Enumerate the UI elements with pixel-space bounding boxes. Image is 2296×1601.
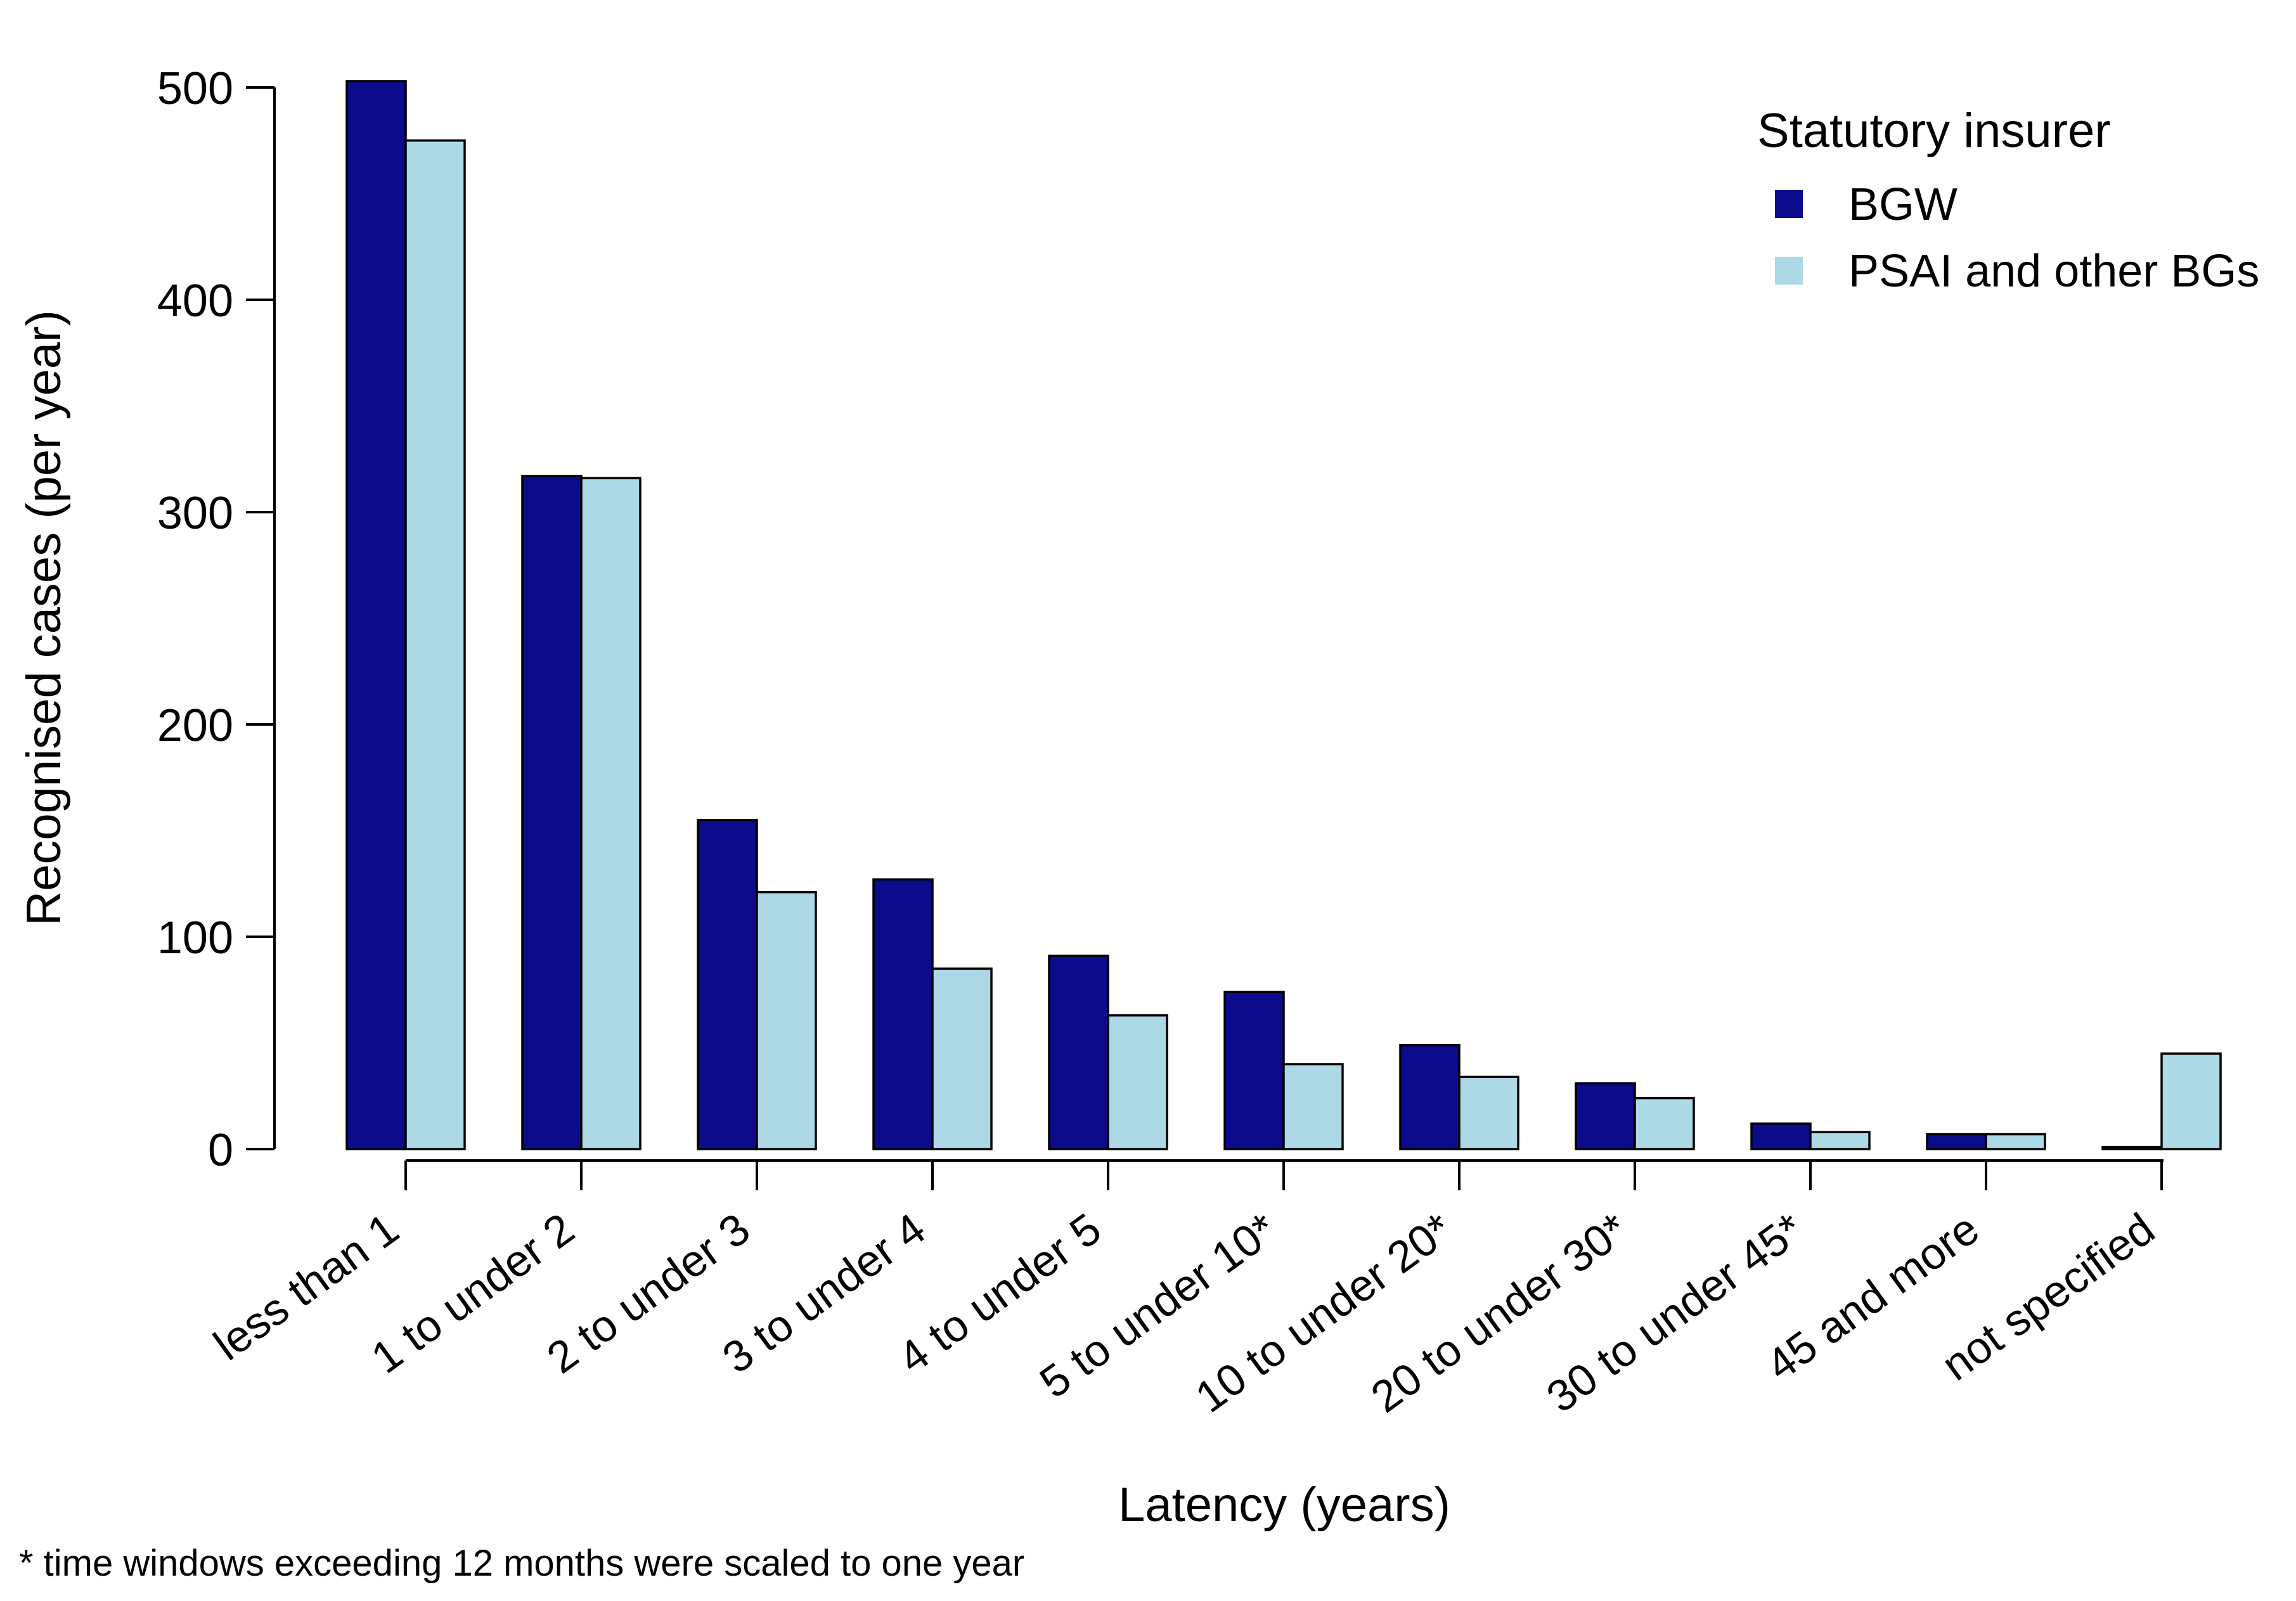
y-tick-label: 0 [208, 1125, 233, 1176]
bar-bgw-7 [1575, 1082, 1636, 1150]
bar-bgw-2 [697, 819, 758, 1150]
y-axis: 0 100 200 300 400 500 [157, 63, 276, 1176]
bar-bgw-10 [2101, 1145, 2163, 1150]
y-tick-label: 200 [157, 700, 233, 751]
bar-bgw-8 [1750, 1122, 1812, 1150]
bar-psai-5 [1282, 1063, 1344, 1150]
y-tick-label: 400 [157, 276, 233, 326]
y-tick-label: 500 [157, 63, 233, 114]
bar-bgw-3 [872, 878, 934, 1150]
bar-psai-6 [1458, 1076, 1519, 1150]
bar-psai-8 [1809, 1131, 1871, 1150]
bar-psai-10 [2160, 1052, 2222, 1150]
legend-swatch-bgw [1775, 190, 1803, 218]
bar-psai-2 [756, 891, 817, 1150]
bar-psai-0 [404, 139, 466, 1150]
y-tick-label: 300 [157, 488, 233, 539]
bar-psai-9 [1985, 1133, 2046, 1150]
bar-bgw-9 [1926, 1133, 1987, 1150]
footnote: * time windows exceeding 12 months were … [19, 1543, 1024, 1584]
bar-bgw-5 [1223, 991, 1285, 1150]
legend-title: Statutory insurer [1757, 104, 2111, 158]
legend-swatch-psai [1775, 257, 1803, 285]
bar-psai-3 [931, 967, 993, 1150]
bar-bgw-4 [1048, 955, 1109, 1150]
legend-label-psai: PSAI and other BGs [1848, 246, 2259, 297]
y-tick-label: 100 [157, 913, 233, 963]
bars [345, 80, 2222, 1150]
bar-psai-4 [1107, 1014, 1168, 1150]
bar-psai-7 [1634, 1096, 1695, 1150]
legend-items: BGW PSAI and other BGs [1775, 179, 2259, 297]
x-axis-title: Latency (years) [1118, 1478, 1450, 1532]
y-axis-title: Recognised cases (per year) [17, 310, 71, 926]
bar-bgw-6 [1399, 1044, 1461, 1150]
bar-bgw-0 [345, 80, 407, 1150]
bar-psai-1 [580, 477, 642, 1150]
bar-bgw-1 [521, 475, 583, 1150]
legend-label-bgw: BGW [1848, 179, 1957, 230]
x-axis [404, 1159, 2164, 1190]
legend: Statutory insurer BGW PSAI and other BGs [1757, 104, 2259, 297]
